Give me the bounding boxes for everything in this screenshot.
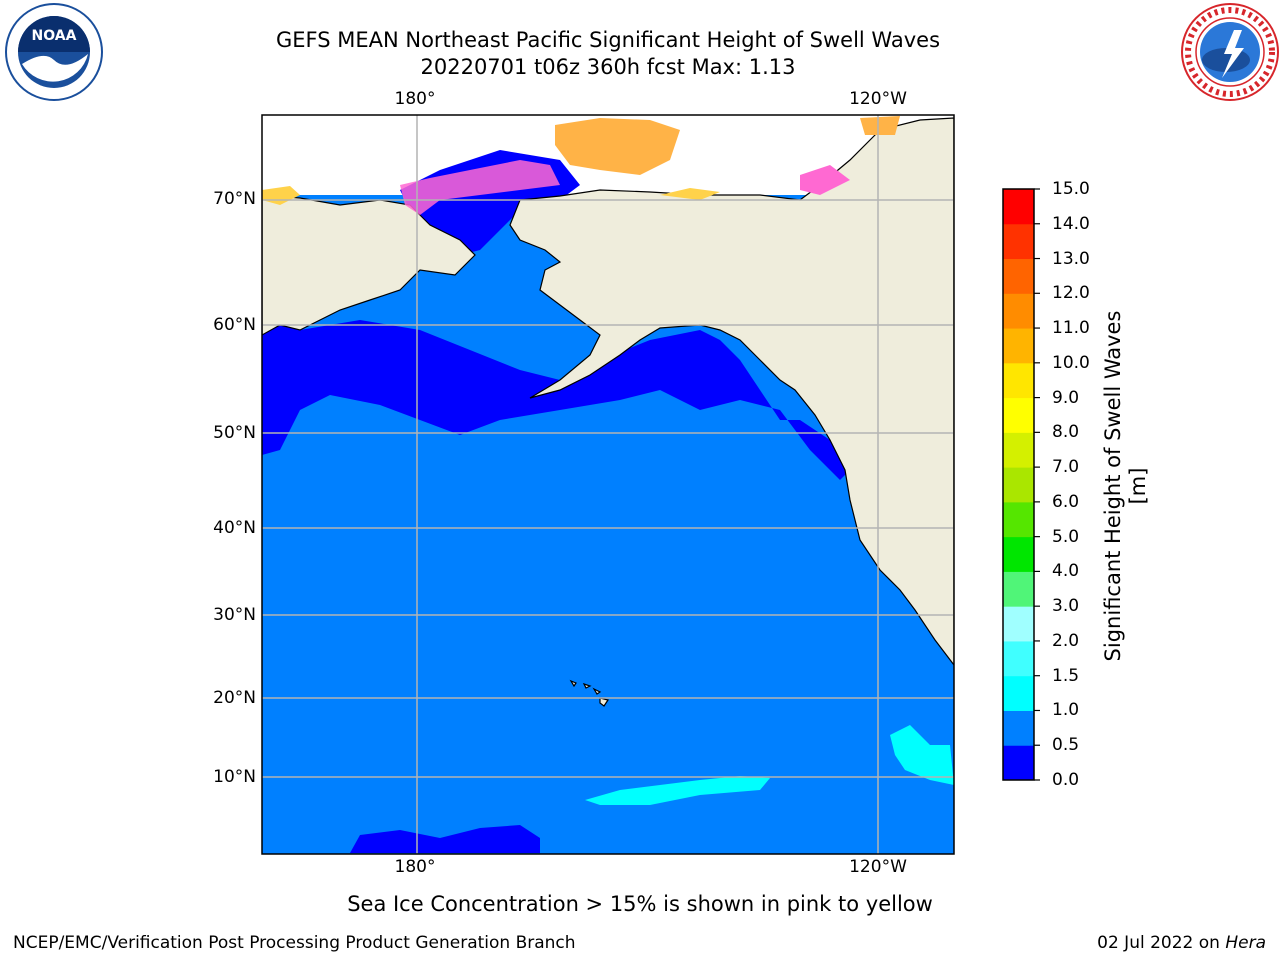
nws-logo-icon [1181,3,1279,101]
sea-ice-note: Sea Ice Concentration > 15% is shown in … [347,892,933,916]
colorbar-tick-label: 12.0 [1052,283,1090,304]
colorbar-tick-label: 8.0 [1052,422,1080,443]
footer-credit: NCEP/EMC/Verification Post Processing Pr… [13,933,576,953]
colorbar-segment [1003,328,1034,364]
colorbar-segment [1003,293,1034,329]
colorbar-segment [1003,501,1034,538]
lat-label-60n: 60°N [213,315,256,335]
colorbar-tick-label: 0.5 [1052,735,1080,756]
colorbar-segment [1003,432,1034,468]
colorbar-tick-label: 11.0 [1052,318,1090,339]
lat-label-50n: 50°N [213,423,256,443]
colorbar-tick-label: 1.5 [1052,665,1080,686]
low-swell-area [262,320,850,480]
footer-date-text: 02 Jul 2022 on [1097,933,1226,953]
colorbar-tick-label: 9.0 [1052,387,1080,408]
sea-ice-area [860,116,900,135]
colorbar-tick-label: 3.0 [1052,596,1080,617]
lat-label-30n: 30°N [213,605,256,625]
colorbar-segment [1003,397,1034,433]
lon-label-180-bottom: 180° [394,857,436,877]
sea-ice-area [660,188,720,200]
colorbar-tick-label: 13.0 [1052,248,1090,269]
colorbar-tick-label: 5.0 [1052,526,1080,547]
lon-label-120w-top: 120°W [849,89,907,109]
footer-host: Hera [1225,933,1266,953]
svg-text:NOAA: NOAA [32,28,77,44]
land-siberia [262,194,476,336]
colorbar-label: Significant Height of Swell Waves [m] [1101,310,1150,662]
lat-label-40n: 40°N [213,518,256,538]
colorbar-segment [1003,675,1034,711]
swell-cyan-area [585,776,770,805]
colorbar-segment [1003,745,1034,781]
colorbar-segment [1003,258,1034,294]
colorbar-tick-label: 6.0 [1052,491,1080,512]
colorbar-tick-label: 4.0 [1052,561,1080,582]
map-frame [261,114,955,855]
lat-label-70n: 70°N [213,189,256,209]
chart-subtitle: 20220701 t06z 360h fcst Max: 1.13 [420,55,796,79]
sea-ice-area [555,118,680,175]
colorbar-segment [1003,536,1034,572]
lon-label-180-top: 180° [394,89,436,109]
low-swell-area [350,825,540,853]
colorbar-segment [1003,223,1034,260]
footer-date: 02 Jul 2022 on Hera [1097,933,1266,953]
swell-cyan-area [890,725,954,785]
colorbar-tick-label: 1.0 [1052,700,1080,721]
colorbar-segment [1003,606,1034,642]
colorbar-tick-label: 14.0 [1052,213,1090,234]
chart-title: GEFS MEAN Northeast Pacific Significant … [275,28,941,52]
lon-label-120w-bottom: 120°W [849,857,907,877]
colorbar-tick-label: 2.0 [1052,630,1080,651]
colorbar-segment [1003,571,1034,607]
lat-label-10n: 10°N [213,767,256,787]
colorbar-segment [1003,640,1034,677]
noaa-logo-icon: NOAA [5,3,103,101]
colorbar-tick-label: 7.0 [1052,457,1080,478]
colorbar-tick-label: 15.0 [1052,179,1090,199]
lat-label-20n: 20°N [213,688,256,708]
colorbar-segment [1003,467,1034,503]
colorbar-segment [1003,362,1034,399]
colorbar-tick-label: 0.0 [1052,770,1080,790]
colorbar-segment [1003,710,1034,746]
map-grid [262,115,954,854]
colorbar-tick-label: 10.0 [1052,352,1090,373]
colorbar-segment [1003,189,1034,225]
hawaii-islands [569,679,609,707]
sea-ice-area [800,165,850,195]
sea-ice-area [400,160,560,215]
